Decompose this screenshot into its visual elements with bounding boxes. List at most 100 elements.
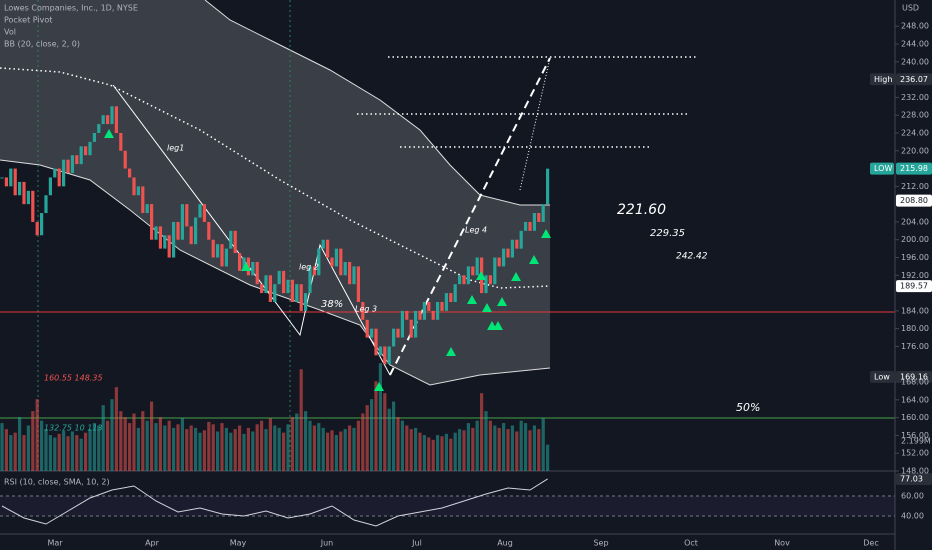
candle bbox=[458, 275, 462, 285]
candle bbox=[466, 266, 470, 285]
badge-label: 189.57 bbox=[900, 282, 928, 291]
candle bbox=[4, 177, 8, 187]
candle bbox=[515, 239, 519, 249]
candle bbox=[207, 221, 211, 240]
candle bbox=[194, 217, 198, 245]
candle bbox=[106, 115, 110, 125]
y-tick-label: 220.00 bbox=[901, 146, 929, 155]
candle bbox=[26, 190, 30, 205]
volume-bar bbox=[343, 429, 347, 471]
candle bbox=[154, 226, 158, 240]
volume-bar bbox=[246, 427, 250, 471]
y-tick-label: 192.00 bbox=[901, 271, 929, 280]
candle bbox=[321, 239, 325, 249]
candle bbox=[348, 261, 352, 285]
y-tick-label: 180.00 bbox=[901, 324, 929, 333]
candle bbox=[290, 279, 294, 302]
rsi-tick-label: 60.00 bbox=[901, 492, 924, 501]
price-badge bbox=[896, 370, 932, 383]
y-tick-label: 224.00 bbox=[901, 128, 929, 137]
candle bbox=[180, 204, 184, 240]
candle bbox=[158, 226, 162, 249]
candle bbox=[282, 270, 286, 294]
volume-bar bbox=[475, 420, 479, 471]
candle bbox=[295, 284, 299, 302]
candle bbox=[409, 319, 413, 338]
candle bbox=[502, 248, 506, 267]
text-layer: Lowes Companies, Inc., 1D, NYSE Pocket Pi… bbox=[4, 4, 931, 548]
header-text: Vol bbox=[4, 28, 16, 37]
volume-bar bbox=[62, 430, 66, 471]
candle bbox=[70, 155, 74, 174]
volume-bar bbox=[488, 420, 492, 471]
candle bbox=[75, 155, 79, 165]
volume-bar bbox=[268, 418, 272, 471]
volume-bar bbox=[264, 429, 268, 471]
volume-bar bbox=[123, 417, 127, 471]
candle bbox=[255, 261, 259, 285]
volume-bar bbox=[273, 425, 277, 471]
volume-bar bbox=[493, 425, 497, 471]
badge-tag-box bbox=[870, 73, 894, 86]
candle bbox=[242, 257, 246, 271]
volume-bar bbox=[515, 431, 519, 471]
volume-bar bbox=[22, 435, 26, 471]
candle bbox=[414, 310, 418, 338]
volume-bar bbox=[114, 387, 118, 471]
candle bbox=[427, 301, 431, 311]
volume-bar bbox=[282, 432, 286, 471]
candle bbox=[202, 204, 206, 222]
volume-bar bbox=[308, 420, 312, 471]
volume-bar bbox=[392, 401, 396, 471]
annotation: Leg 3 bbox=[355, 305, 377, 314]
badge-label: 215.98 bbox=[900, 164, 928, 173]
candle bbox=[286, 279, 290, 294]
candle bbox=[524, 221, 528, 231]
y-tick-label: 152.00 bbox=[901, 449, 929, 458]
candle bbox=[356, 266, 360, 302]
volume-bar bbox=[312, 425, 316, 471]
candle bbox=[370, 328, 374, 338]
volume-bar bbox=[339, 431, 343, 471]
y-tick-label: 240.00 bbox=[901, 57, 929, 66]
candle bbox=[339, 248, 343, 276]
volume-bar bbox=[141, 411, 145, 471]
volume-bar bbox=[524, 423, 528, 471]
volume-bar bbox=[220, 423, 224, 471]
candle bbox=[532, 213, 536, 231]
annotation: 160.55 148.35 bbox=[44, 374, 103, 383]
candle bbox=[53, 168, 57, 178]
volume-bar bbox=[317, 423, 321, 471]
volume-bar bbox=[92, 423, 96, 471]
candle bbox=[84, 146, 88, 156]
volume-bar bbox=[400, 420, 404, 471]
candle bbox=[119, 132, 123, 151]
volume-bar bbox=[172, 427, 176, 471]
rsi-badge bbox=[896, 472, 932, 485]
candle bbox=[22, 181, 26, 205]
volume-bar bbox=[119, 411, 123, 471]
candle bbox=[189, 226, 193, 245]
candle bbox=[343, 261, 347, 276]
volume-label: 2.199M bbox=[901, 437, 931, 446]
badge-tag-box bbox=[870, 370, 894, 383]
y-tick-label: 176.00 bbox=[901, 342, 929, 351]
y-tick-label: 212.00 bbox=[901, 182, 929, 191]
annotation: leg 2 bbox=[299, 263, 319, 272]
volume-bar bbox=[4, 429, 8, 471]
x-tick-label: Sep bbox=[593, 539, 608, 548]
volume-bar bbox=[378, 363, 382, 471]
candle bbox=[198, 204, 202, 218]
volume-bar bbox=[304, 411, 308, 471]
candle bbox=[216, 244, 220, 258]
candle bbox=[352, 266, 356, 285]
candle bbox=[422, 301, 426, 320]
candle bbox=[444, 293, 448, 311]
candle bbox=[392, 328, 396, 347]
candle bbox=[374, 328, 378, 356]
volume-bar bbox=[70, 431, 74, 471]
volume-bar bbox=[330, 430, 334, 471]
candle bbox=[233, 230, 237, 254]
candle bbox=[304, 293, 308, 311]
bollinger-band bbox=[0, 0, 550, 385]
